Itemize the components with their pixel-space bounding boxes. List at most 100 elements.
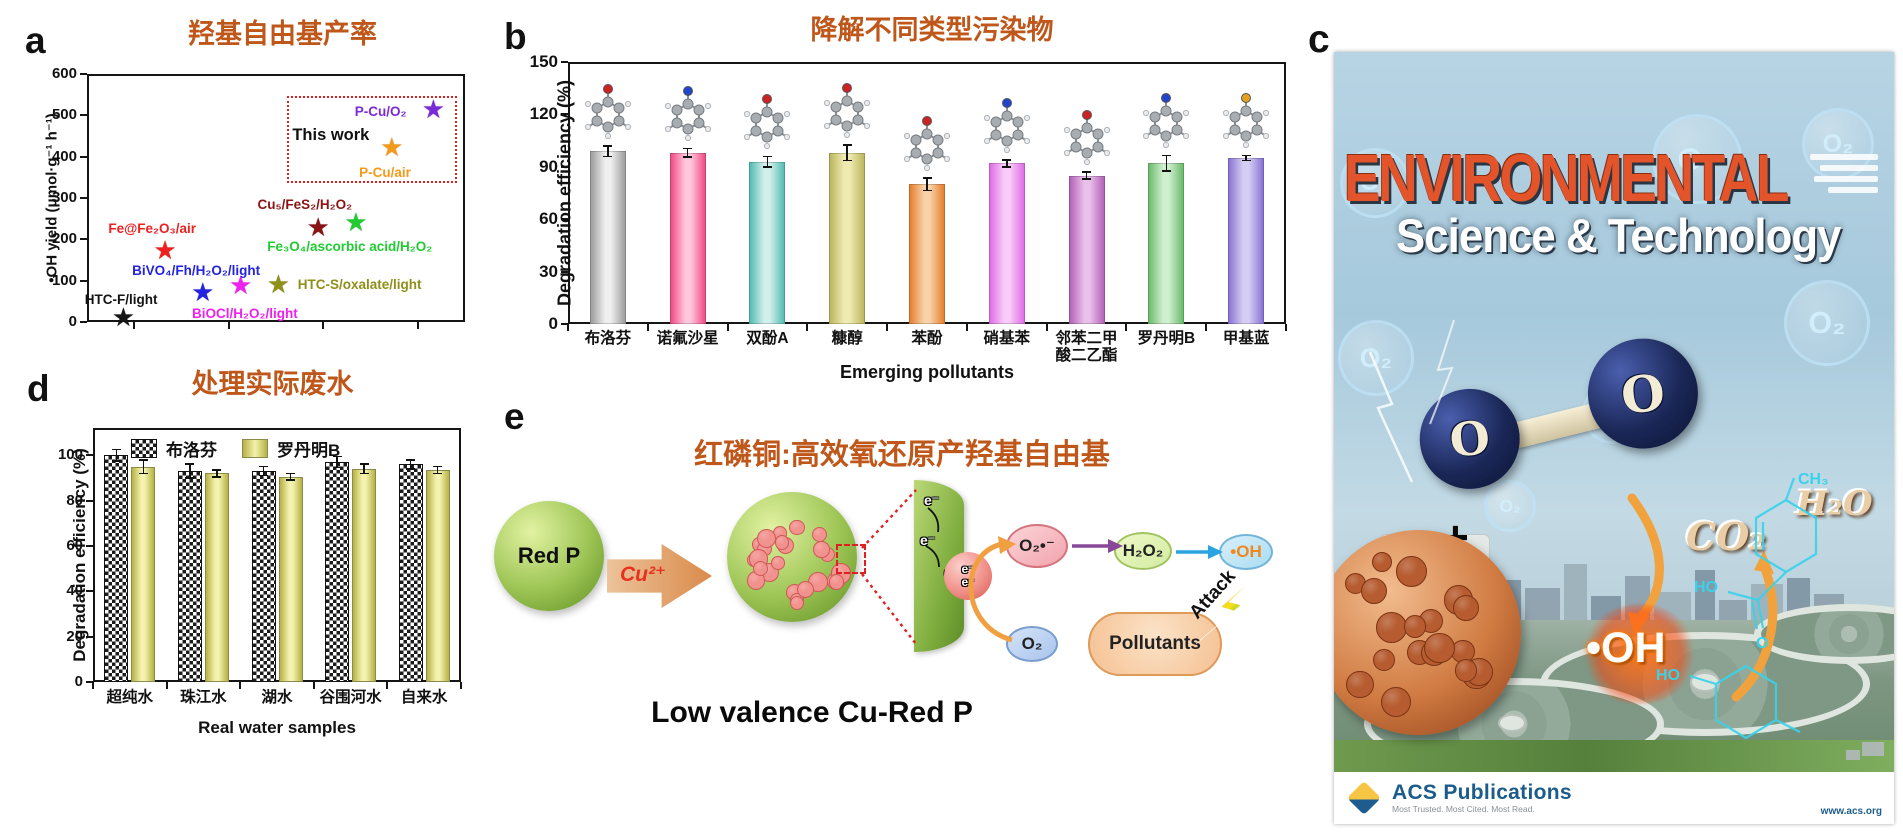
acs-footer: ACS Publications Most Trusted. Most Cite… — [1334, 772, 1894, 824]
panel-d: d 处理实际废水 0 20 40 60 80 100 Degradation efficie… — [15, 352, 490, 782]
error-bar — [1245, 155, 1247, 161]
bar — [1228, 158, 1265, 324]
o2-oval: O₂ — [1006, 626, 1058, 662]
y-tick-label: 0 — [74, 673, 83, 690]
error-bar-cap — [603, 155, 613, 158]
cu-red-p-sphere — [727, 492, 857, 622]
category-label: 珠江水 — [180, 689, 227, 706]
red-p-particle — [813, 541, 830, 559]
tank-hub — [1498, 714, 1526, 732]
x-tick — [1205, 324, 1208, 331]
panel-b: b 降解不同类型污染物 0 30 60 90 120 150 Degradation eff… — [492, 6, 1312, 394]
y-tick-label: 60 — [66, 536, 83, 554]
x-tick — [806, 324, 809, 331]
x-tick — [646, 324, 649, 331]
scatter-star: ★ — [111, 301, 136, 332]
magnifier-box — [836, 544, 866, 574]
error-bar — [766, 156, 769, 167]
scatter-point-label: Fe@Fe₂O₃/air — [108, 221, 197, 237]
scatter-star: ★ — [306, 212, 330, 242]
error-bar — [1085, 172, 1088, 180]
y-tick — [561, 270, 568, 273]
red-p-particle — [1403, 615, 1427, 639]
bar — [988, 163, 1025, 324]
building — [1564, 564, 1587, 622]
legend-swatch — [131, 439, 157, 458]
bar — [131, 466, 156, 682]
oxygen-atom-label: O — [1446, 409, 1493, 468]
panel-e: e 红磷铜:高效氧还原产羟基自由基 Red P Cu²⁺ e⁻ e⁻ e⁻ e⁻… — [492, 396, 1312, 791]
scatter-star: ★ — [153, 235, 177, 266]
bar — [398, 464, 423, 682]
x-tick — [416, 322, 419, 329]
o2-bubble: O₂ — [1484, 480, 1536, 532]
panel-a: a 羟基自由基产率 0 100 200 300 400 500 600 •OH yield (… — [15, 8, 490, 353]
y-tick-label: 20 — [66, 627, 83, 645]
y-tick — [80, 114, 87, 117]
red-p-particle — [1454, 658, 1478, 682]
error-bar-cap — [111, 448, 121, 451]
red-p-particle — [1376, 612, 1407, 643]
y-axis-label: Degradation efficiency (%) — [554, 79, 575, 307]
error-bar — [289, 473, 292, 481]
pollutant-bar-chart: 0 30 60 90 120 150 Degradation efficiency (%) 布… — [510, 50, 1300, 394]
category-label: 罗丹明B — [1137, 330, 1196, 347]
red-p-particle — [1360, 578, 1387, 605]
x-tick — [239, 682, 242, 689]
scatter-star: ★ — [380, 131, 404, 162]
error-bar-cap — [286, 479, 295, 481]
bar — [669, 152, 706, 324]
category-label: 诺氟沙星 — [656, 330, 719, 347]
y-tick — [86, 635, 93, 638]
y-tick — [80, 321, 87, 323]
cu-label: Cu²⁺ — [620, 563, 667, 586]
y-tick — [80, 73, 87, 75]
error-bar — [189, 464, 191, 478]
cu-particle: e⁻ e⁻ — [944, 552, 992, 600]
error-bar-cap — [1082, 171, 1092, 173]
error-bar-cap — [842, 144, 852, 146]
legend: 布洛芬 罗丹明B — [131, 436, 356, 461]
x-tick — [567, 324, 569, 331]
y-tick — [561, 61, 568, 63]
category-label: 超纯水 — [106, 689, 154, 706]
x-tick — [1045, 324, 1048, 331]
error-bar — [142, 459, 145, 474]
error-bar — [436, 466, 439, 474]
molecule-icon — [744, 94, 791, 150]
y-tick — [80, 279, 87, 282]
y-tick — [86, 590, 93, 593]
panel-b-title: 降解不同类型污染物 — [810, 15, 1054, 45]
molecule-icon — [983, 97, 1030, 153]
error-bar-cap — [138, 472, 148, 475]
category-label: 湖水 — [261, 689, 293, 706]
error-bar-cap — [185, 477, 195, 479]
acs-url: www.acs.org — [1820, 806, 1882, 817]
y-tick-label: 200 — [51, 230, 77, 248]
red-p-particle — [771, 555, 785, 570]
error-bar-cap — [286, 472, 295, 475]
scatter-star: ★ — [421, 94, 446, 125]
red-p-particle — [789, 595, 804, 610]
superoxide-label: O₂•⁻ — [1019, 536, 1055, 555]
error-bar — [1005, 159, 1008, 167]
bar — [325, 462, 350, 682]
red-p-sphere: Red P — [494, 501, 604, 611]
pixel-artifact — [1846, 750, 1860, 760]
y-tick-label: 100 — [51, 271, 77, 289]
y-tick — [561, 165, 568, 168]
red-p-particle — [1380, 686, 1412, 718]
error-bar — [607, 145, 609, 157]
bar — [749, 161, 786, 324]
acs-publications-label: ACS Publications — [1392, 780, 1572, 804]
category-label: 硝基苯 — [983, 330, 1031, 347]
electron-label: e⁻ — [961, 575, 975, 589]
error-bar-cap — [332, 466, 342, 469]
issue-info-text — [1810, 154, 1878, 160]
legend-label: 罗丹明B — [277, 441, 341, 460]
acs-tagline: Most Trusted. Most Cited. Most Read. — [1392, 804, 1535, 815]
error-bar-cap — [922, 177, 932, 179]
error-bar — [262, 466, 265, 476]
magazine-subtitle: Science & Technology — [1396, 209, 1841, 262]
error-bar — [363, 464, 365, 474]
